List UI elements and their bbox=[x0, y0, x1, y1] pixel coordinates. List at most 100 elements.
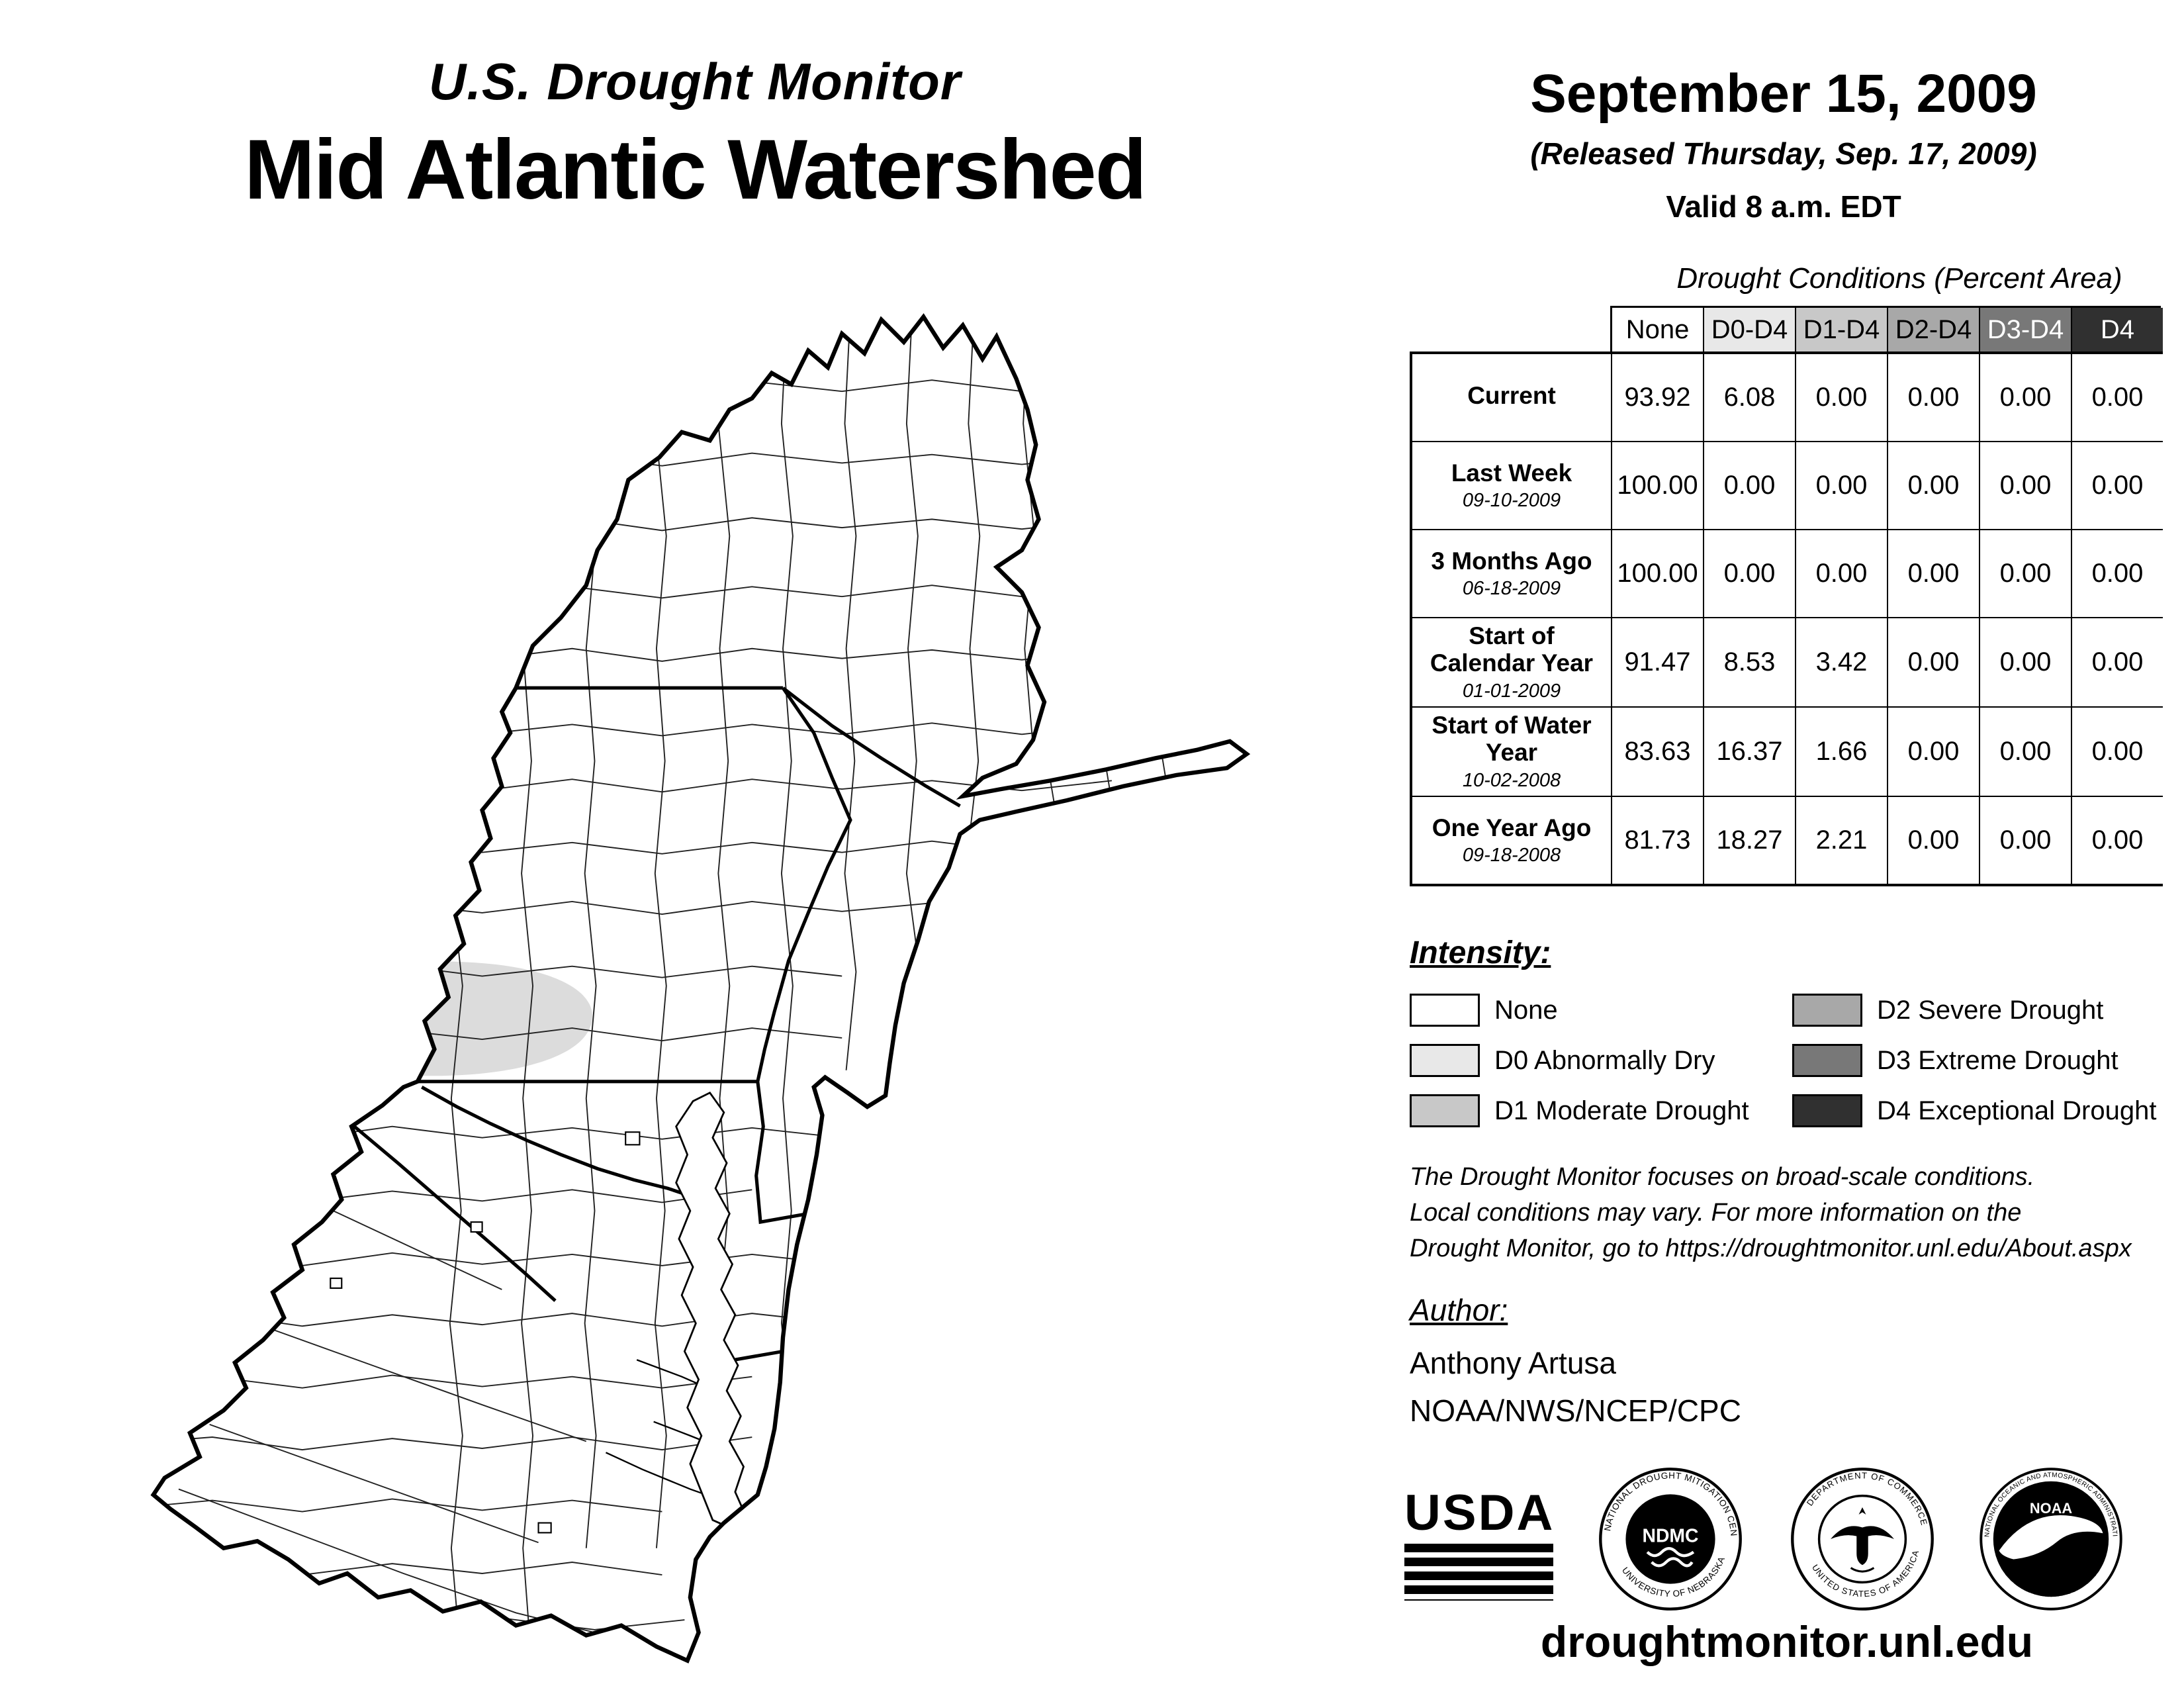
disclaimer-line-3: Drought Monitor, go to https://droughtmo… bbox=[1410, 1234, 2132, 1262]
table-cell: 0.00 bbox=[1704, 530, 1795, 617]
column-header-d3-d4: D3-D4 bbox=[1980, 308, 2071, 352]
row-label-start-water-year: Start of Water Year 10-02-2008 bbox=[1412, 707, 1611, 796]
table-cell: 0.00 bbox=[1980, 618, 2071, 706]
legend-swatch bbox=[1410, 1094, 1480, 1127]
noaa-gull-icon bbox=[1999, 1515, 2103, 1560]
region-title: Mid Atlantic Watershed bbox=[244, 122, 1147, 217]
table-cell: 0.00 bbox=[1888, 707, 1979, 796]
commerce-seal: DEPARTMENT OF COMMERCE UNITED STATES OF … bbox=[1791, 1468, 1934, 1611]
legend-swatch bbox=[1792, 994, 1862, 1027]
legend-item-d3: D3 Extreme Drought bbox=[1792, 1044, 2156, 1077]
disclaimer-line-1: The Drought Monitor focuses on broad-sca… bbox=[1410, 1163, 2035, 1191]
program-title: U.S. Drought Monitor bbox=[428, 52, 962, 111]
usda-field-graphic bbox=[1404, 1544, 1553, 1601]
table-title: Drought Conditions (Percent Area) bbox=[1676, 262, 2122, 295]
table-cell: 0.00 bbox=[2072, 354, 2163, 441]
watershed-map bbox=[150, 313, 1251, 1664]
legend-swatch bbox=[1410, 1044, 1480, 1077]
table-cell: 100.00 bbox=[1612, 530, 1703, 617]
table-cell: 0.00 bbox=[1980, 707, 2071, 796]
table-cell: 0.00 bbox=[2072, 796, 2163, 884]
table-cell: 0.00 bbox=[1888, 354, 1979, 441]
region-outline bbox=[150, 313, 1251, 1664]
table-cell: 1.66 bbox=[1796, 707, 1887, 796]
legend-item-d1: D1 Moderate Drought bbox=[1410, 1094, 1792, 1127]
table-cell: 0.00 bbox=[1796, 530, 1887, 617]
disclaimer-note: The Drought Monitor focuses on broad-sca… bbox=[1410, 1160, 2132, 1267]
eagle-emblem bbox=[1831, 1507, 1894, 1573]
ndmc-wordmark: NDMC bbox=[1643, 1525, 1699, 1546]
table-cell: 0.00 bbox=[1888, 796, 1979, 884]
table-cell: 83.63 bbox=[1612, 707, 1703, 796]
title-block: U.S. Drought Monitor Mid Atlantic Waters… bbox=[192, 52, 1198, 218]
column-header-d0-d4: D0-D4 bbox=[1704, 308, 1795, 352]
legend-swatch bbox=[1792, 1044, 1862, 1077]
column-header-d2-d4: D2-D4 bbox=[1888, 308, 1979, 352]
row-label-start-calendar-year: Start of Calendar Year 01-01-2009 bbox=[1412, 618, 1611, 706]
state-borders bbox=[353, 686, 961, 1364]
noaa-logo: NATIONAL OCEANIC AND ATMOSPHERIC ADMINIS… bbox=[1979, 1467, 2122, 1611]
valid-time: Valid 8 a.m. EDT bbox=[1666, 189, 1901, 224]
table-cell: 93.92 bbox=[1612, 354, 1703, 441]
land-base bbox=[153, 316, 1247, 1661]
drought-conditions-table: None D0-D4 D1-D4 D2-D4 D3-D4 D4 Current … bbox=[1410, 306, 2163, 886]
report-date: September 15, 2009 bbox=[1530, 64, 2037, 124]
intensity-legend: Intensity: None D0 Abnormally Dry D1 Mod… bbox=[1410, 935, 2184, 1127]
author-org: NOAA/NWS/NCEP/CPC bbox=[1410, 1393, 1741, 1428]
table-cell: 0.00 bbox=[1888, 530, 1979, 617]
usda-logo: USDA bbox=[1404, 1488, 1557, 1601]
legend-label: None bbox=[1494, 995, 1558, 1025]
legend-label: D0 Abnormally Dry bbox=[1494, 1045, 1715, 1075]
row-label-last-week: Last Week 09-10-2009 bbox=[1412, 442, 1611, 529]
noaa-wordmark: NOAA bbox=[2030, 1500, 2072, 1517]
ndmc-logo: NATIONAL DROUGHT MITIGATION CENTER UNIVE… bbox=[1598, 1467, 1742, 1611]
table-cell: 16.37 bbox=[1704, 707, 1795, 796]
column-header-none: None bbox=[1612, 308, 1703, 352]
d0-drought-region bbox=[251, 961, 592, 1076]
intensity-title: Intensity: bbox=[1410, 935, 1551, 970]
table-header-row: None D0-D4 D1-D4 D2-D4 D3-D4 D4 bbox=[1610, 306, 2163, 352]
table-cell: 0.00 bbox=[2072, 530, 2163, 617]
table-cell: 18.27 bbox=[1704, 796, 1795, 884]
table-cell: 3.42 bbox=[1796, 618, 1887, 706]
released-date: (Released Thursday, Sep. 17, 2009) bbox=[1530, 136, 2037, 171]
small-map-features bbox=[330, 1131, 641, 1534]
column-header-d4: D4 bbox=[2072, 308, 2163, 352]
legend-label: D1 Moderate Drought bbox=[1494, 1096, 1749, 1125]
row-label-current: Current bbox=[1412, 354, 1611, 441]
table-cell: 81.73 bbox=[1612, 796, 1703, 884]
table-cell: 8.53 bbox=[1704, 618, 1795, 706]
table-body: Current 93.92 6.08 0.00 0.00 0.00 0.00 L… bbox=[1410, 352, 2163, 886]
row-label-3-months-ago: 3 Months Ago 06-18-2009 bbox=[1412, 530, 1611, 617]
table-cell: 0.00 bbox=[1980, 354, 2071, 441]
legend-label: D2 Severe Drought bbox=[1877, 995, 2104, 1025]
table-cell: 0.00 bbox=[2072, 618, 2163, 706]
table-cell: 0.00 bbox=[1796, 354, 1887, 441]
table-cell: 0.00 bbox=[1888, 442, 1979, 529]
date-block: September 15, 2009 (Released Thursday, S… bbox=[1390, 63, 2177, 224]
table-cell: 0.00 bbox=[2072, 707, 2163, 796]
legend-item-none: None bbox=[1410, 994, 1792, 1027]
legend-swatch bbox=[1792, 1094, 1862, 1127]
legend-item-d4: D4 Exceptional Drought bbox=[1792, 1094, 2156, 1127]
legend-label: D4 Exceptional Drought bbox=[1877, 1096, 2157, 1125]
legend-item-d2: D2 Severe Drought bbox=[1792, 994, 2156, 1027]
author-heading: Author: bbox=[1410, 1293, 1508, 1327]
author-block: Author: Anthony Artusa NOAA/NWS/NCEP/CPC bbox=[1410, 1292, 1741, 1429]
table-cell: 0.00 bbox=[1796, 442, 1887, 529]
table-cell: 0.00 bbox=[2072, 442, 2163, 529]
table-cell: 6.08 bbox=[1704, 354, 1795, 441]
legend-label: D3 Extreme Drought bbox=[1877, 1045, 2118, 1075]
table-cell: 100.00 bbox=[1612, 442, 1703, 529]
legend-swatch bbox=[1410, 994, 1480, 1027]
table-cell: 2.21 bbox=[1796, 796, 1887, 884]
usda-wordmark: USDA bbox=[1404, 1485, 1555, 1541]
disclaimer-line-2: Local conditions may vary. For more info… bbox=[1410, 1198, 2022, 1227]
table-cell: 0.00 bbox=[1980, 442, 2071, 529]
table-cell: 0.00 bbox=[1980, 796, 2071, 884]
table-cell: 0.00 bbox=[1888, 618, 1979, 706]
column-header-d1-d4: D1-D4 bbox=[1796, 308, 1887, 352]
legend-item-d0: D0 Abnormally Dry bbox=[1410, 1044, 1792, 1077]
table-cell: 0.00 bbox=[1704, 442, 1795, 529]
